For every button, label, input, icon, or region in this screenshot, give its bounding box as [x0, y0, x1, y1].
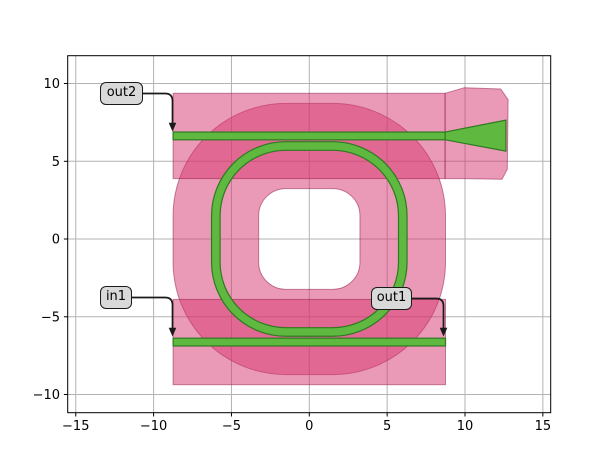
x-tick-label: 0: [305, 419, 313, 434]
x-tick-label: −10: [140, 419, 167, 434]
x-tick-label: 10: [457, 419, 474, 434]
top-bus-waveguide-shape: [172, 131, 446, 141]
y-tick-label: −10: [33, 388, 60, 403]
port-label-in1: in1: [100, 286, 132, 309]
x-tick-label: 5: [383, 419, 391, 434]
axes: −15 −10 −5 0 5 10 15 10 5 0 −5 −10: [33, 55, 552, 434]
annotation-arrows: [131, 92, 448, 337]
x-tick-label: 15: [535, 419, 552, 434]
ring-waveguide-shape: [210, 141, 408, 337]
out1-arrowhead: [439, 327, 448, 337]
y-tick-label: −5: [41, 310, 60, 325]
port-label-out1: out1: [371, 287, 412, 310]
y-tick-label: 10: [43, 77, 60, 92]
in1-arrow: [131, 296, 174, 329]
in1-arrowhead: [168, 327, 177, 337]
output-taper-waveguide-shape: [444, 119, 507, 152]
out2-arrow: [143, 92, 174, 124]
device-waveguide-layer: [172, 119, 507, 347]
y-tick-label: 5: [52, 155, 60, 170]
port-label-out2: out2: [100, 82, 143, 105]
x-tick-label: −15: [62, 419, 89, 434]
x-tick-label: −5: [222, 419, 241, 434]
out2-arrowhead: [168, 122, 177, 132]
bottom-bus-waveguide-shape: [172, 337, 447, 347]
y-tick-label: 0: [52, 233, 60, 248]
out1-arrow: [411, 297, 445, 329]
